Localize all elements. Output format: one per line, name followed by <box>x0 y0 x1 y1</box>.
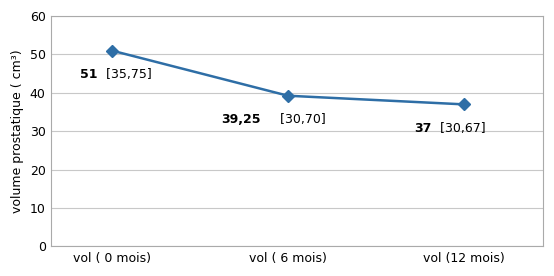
Text: [30,70]: [30,70] <box>275 113 325 126</box>
Text: [30,67]: [30,67] <box>437 122 486 135</box>
Y-axis label: volume prostatique ( cm³): volume prostatique ( cm³) <box>11 49 24 213</box>
Text: 39,25: 39,25 <box>221 113 260 126</box>
Text: [35,75]: [35,75] <box>102 68 152 81</box>
Text: 51: 51 <box>80 68 98 81</box>
Text: 37: 37 <box>414 122 432 135</box>
